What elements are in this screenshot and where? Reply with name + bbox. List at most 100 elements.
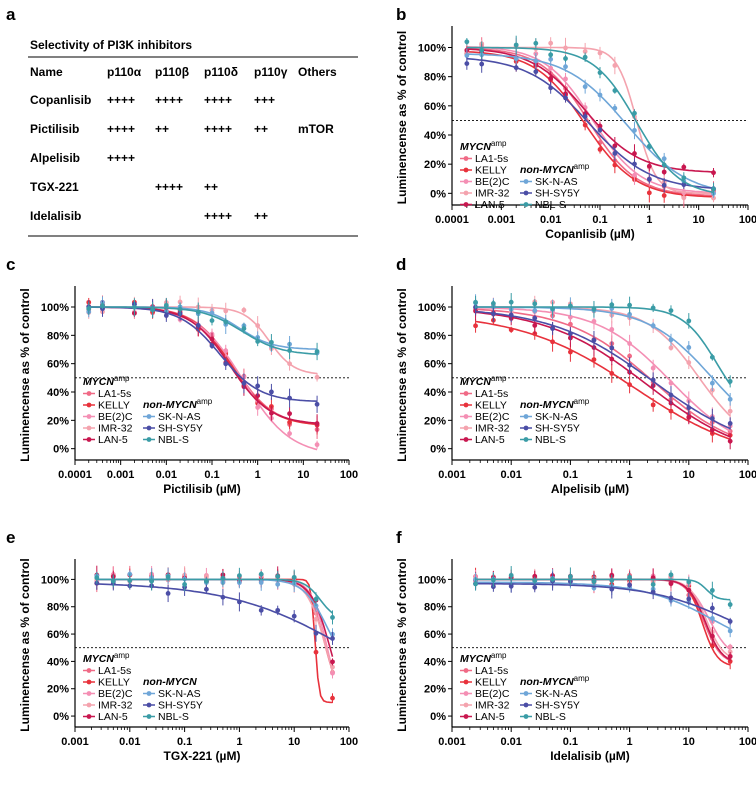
x-tick-label: 0.001 xyxy=(438,469,466,481)
data-point xyxy=(548,76,554,81)
data-point xyxy=(223,348,229,354)
data-point xyxy=(204,578,209,584)
legend-amp-title-text: MYCN xyxy=(83,376,114,388)
y-tick-label: 60% xyxy=(424,359,446,371)
legend: MYCNampLA1-5sKELLYBE(2)CIMR-32LAN-5non-M… xyxy=(83,651,203,723)
x-tick-label: 100 xyxy=(340,469,358,481)
curve-be-2-c xyxy=(475,578,731,651)
data-point xyxy=(612,162,618,168)
curve-sk-n-as xyxy=(96,578,334,639)
curve-kelly xyxy=(475,320,731,440)
data-point xyxy=(597,147,603,152)
legend-label: LAN-5 xyxy=(475,199,505,211)
x-tick-label: 0.1 xyxy=(563,736,578,748)
data-point xyxy=(209,336,215,342)
data-point xyxy=(287,419,292,425)
data-point xyxy=(668,345,674,351)
curve-lan-5 xyxy=(96,578,334,657)
legend-label: SK-N-AS xyxy=(535,688,578,700)
data-point xyxy=(686,360,692,365)
legend-swatch-dot xyxy=(523,691,529,696)
legend-label: IMR-32 xyxy=(475,700,510,712)
data-point xyxy=(314,442,320,448)
legend-swatch-dot xyxy=(463,679,469,685)
legend: MYCNampLA1-5sKELLYBE(2)CIMR-32LAN-5non-M… xyxy=(460,374,590,446)
data-point xyxy=(204,586,209,592)
data-point xyxy=(241,326,247,331)
legend-swatch-dot xyxy=(86,414,92,419)
table-title: Selectivity of PI3K inhibitors xyxy=(30,38,192,52)
data-point xyxy=(548,85,554,91)
data-point xyxy=(269,410,274,416)
data-point xyxy=(464,53,470,58)
legend-label: SH-SY5Y xyxy=(158,423,203,435)
table-cell: Pictilisib xyxy=(30,122,79,136)
x-tick-label: 1 xyxy=(255,469,261,481)
data-point xyxy=(464,39,470,45)
table-cell: ++++ xyxy=(155,93,183,107)
y-tick-label: 80% xyxy=(424,330,446,342)
data-point xyxy=(686,415,692,420)
data-point xyxy=(548,65,554,71)
data-point xyxy=(582,114,588,119)
curve-lan-5 xyxy=(475,311,731,438)
data-point xyxy=(668,337,674,343)
data-point xyxy=(568,331,573,337)
x-tick-label: 0.0001 xyxy=(58,469,92,481)
x-tick-label: 10 xyxy=(693,214,705,226)
legend-amp-superscript: amp xyxy=(491,651,507,660)
x-tick-label: 100 xyxy=(739,214,756,226)
curve-sh-sy5y xyxy=(475,582,731,622)
data-point xyxy=(582,84,588,90)
legend-label: NBL-S xyxy=(535,434,566,446)
data-point xyxy=(150,307,155,313)
legend-amp-title-text: MYCN xyxy=(460,653,491,665)
y-axis-label: Luminencense as % of control xyxy=(18,558,32,731)
panel-letter-d: d xyxy=(396,255,406,274)
table-cell: ++ xyxy=(254,209,268,223)
curve-sh-sy5y xyxy=(466,57,714,189)
data-point xyxy=(269,389,274,395)
legend-swatch-dot xyxy=(523,179,529,184)
legend-nonamp-title: non-MYCNamp xyxy=(143,397,213,411)
data-point xyxy=(508,327,514,333)
data-point xyxy=(563,56,568,61)
data-point xyxy=(709,587,715,593)
legend-label: SK-N-AS xyxy=(158,688,201,700)
x-tick-label: 0.1 xyxy=(204,469,219,481)
curve-imr-32 xyxy=(475,578,731,658)
legend-nonamp-superscript: amp xyxy=(574,162,590,171)
legend-label: LA1-5s xyxy=(475,388,508,400)
y-tick-label: 40% xyxy=(47,387,69,399)
data-point xyxy=(727,619,733,624)
data-point xyxy=(661,193,667,198)
data-point xyxy=(650,305,656,311)
data-point xyxy=(313,630,319,636)
data-point xyxy=(709,633,715,639)
data-point xyxy=(255,404,261,410)
data-point xyxy=(681,164,687,170)
series-group xyxy=(473,566,733,670)
data-point xyxy=(668,380,674,386)
legend-nonamp-superscript: amp xyxy=(197,397,213,406)
data-point xyxy=(709,380,715,386)
data-point xyxy=(650,582,656,587)
data-point xyxy=(568,314,573,320)
y-tick-label: 40% xyxy=(424,130,446,142)
x-tick-label: 0.01 xyxy=(500,469,521,481)
data-point xyxy=(275,581,281,587)
data-point xyxy=(709,354,715,360)
data-point xyxy=(490,301,496,306)
data-point xyxy=(255,323,261,328)
data-point xyxy=(609,345,615,351)
x-tick-label: 0.01 xyxy=(119,736,140,748)
data-point xyxy=(479,61,485,67)
data-point xyxy=(490,311,496,317)
x-axis-label: Alpelisib (µM) xyxy=(551,482,629,496)
curve-nbl-s xyxy=(88,306,318,355)
legend-swatch-dot xyxy=(523,202,529,207)
data-point xyxy=(291,613,297,619)
table-cell: Idelalisib xyxy=(30,209,81,223)
legend-swatch-dot xyxy=(523,414,529,419)
